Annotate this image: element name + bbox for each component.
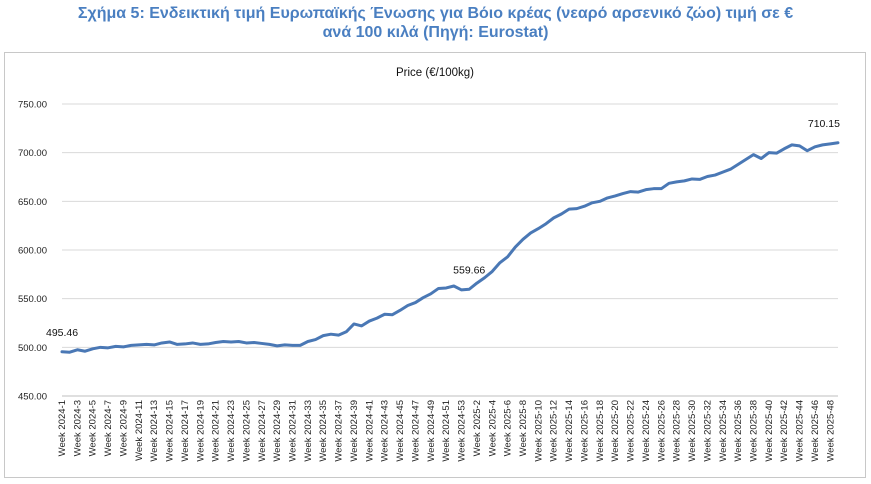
- x-tick-label: Week 2024-33: [303, 400, 314, 462]
- data-labels: 495.46 559.66 710.15: [46, 118, 840, 339]
- x-axis-ticks: Week 2024-1 Week 2024-3 Week 2024-5 Week 20…: [57, 400, 836, 462]
- y-tick-label: 550.00: [18, 294, 47, 305]
- x-tick-label: Week 2025-10: [533, 400, 544, 462]
- x-tick-label: Week 2024-15: [165, 400, 176, 462]
- x-tick-label: Week 2024-13: [149, 400, 160, 462]
- x-tick-label: Week 2024-9: [118, 400, 129, 456]
- x-tick-label: Week 2024-25: [241, 400, 252, 462]
- x-tick-label: Week 2024-27: [257, 400, 268, 462]
- x-tick-label: Week 2025-40: [764, 400, 775, 462]
- y-tick-label: 750.00: [18, 100, 47, 111]
- x-tick-label: Week 2024-51: [441, 400, 452, 462]
- x-tick-label: Week 2025-38: [748, 400, 759, 462]
- x-tick-label: Week 2025-34: [718, 400, 729, 462]
- x-tick-label: Week 2025-44: [795, 400, 806, 462]
- x-tick-label: Week 2024-45: [395, 400, 406, 462]
- x-tick-label: Week 2024-21: [211, 400, 222, 462]
- x-tick-label: Week 2025-36: [733, 400, 744, 462]
- x-tick-label: Week 2025-6: [503, 400, 514, 456]
- x-tick-label: Week 2025-2: [472, 400, 483, 456]
- x-tick-label: Week 2024-37: [334, 400, 345, 462]
- y-tick-label: 700.00: [18, 148, 47, 159]
- x-tick-label: Week 2025-18: [595, 400, 606, 462]
- x-tick-label: Week 2024-23: [226, 400, 237, 462]
- chart-frame: [4, 52, 866, 478]
- x-tick-label: Week 2025-28: [672, 400, 683, 462]
- y-tick-label: 500.00: [18, 343, 47, 354]
- x-tick-label: Week 2024-43: [380, 400, 391, 462]
- x-tick-label: Week 2025-8: [518, 400, 529, 456]
- x-tick-label: Week 2024-47: [410, 400, 421, 462]
- x-tick-label: Week 2024-35: [318, 400, 329, 462]
- x-tick-label: Week 2025-4: [487, 400, 498, 456]
- x-tick-label: Week 2024-1: [57, 400, 68, 456]
- gridlines: [62, 103, 838, 397]
- figure-title: Σχήμα 5: Ενδεικτική τιμή Ευρωπαϊκής Ένωσ…: [0, 4, 871, 42]
- figure-title-line-2: ανά 100 κιλά (Πηγή: Eurostat): [322, 24, 549, 41]
- x-tick-label: Week 2024-31: [287, 400, 298, 462]
- x-tick-label: Week 2025-30: [687, 400, 698, 462]
- x-tick-label: Week 2025-14: [564, 400, 575, 462]
- data-label: 495.46: [46, 327, 78, 339]
- x-tick-label: Week 2025-46: [810, 400, 821, 462]
- x-tick-label: Week 2024-3: [72, 400, 83, 456]
- x-tick-label: Week 2024-17: [180, 400, 191, 462]
- x-tick-label: Week 2025-26: [656, 400, 667, 462]
- x-tick-label: Week 2025-12: [549, 400, 560, 462]
- x-tick-label: Week 2024-49: [426, 400, 437, 462]
- x-tick-label: Week 2025-48: [825, 400, 836, 462]
- x-tick-label: Week 2024-7: [103, 400, 114, 456]
- y-tick-label: 650.00: [18, 197, 47, 208]
- x-tick-label: Week 2024-5: [88, 400, 99, 456]
- x-tick-label: Week 2024-29: [272, 400, 283, 462]
- series-layer: [60, 141, 840, 354]
- x-tick-label: Week 2025-22: [626, 400, 637, 462]
- x-tick-label: Week 2025-20: [610, 400, 621, 462]
- x-tick-label: Week 2024-41: [364, 400, 375, 462]
- x-tick-label: Week 2025-24: [641, 400, 652, 462]
- y-tick-label: 450.00: [18, 392, 47, 403]
- chart-title: Price (€/100kg): [396, 67, 474, 79]
- data-label: 559.66: [453, 264, 485, 276]
- x-tick-label: Week 2024-11: [134, 400, 145, 461]
- data-label: 710.15: [808, 118, 840, 130]
- figure-title-line-1: Σχήμα 5: Ενδεικτική τιμή Ευρωπαϊκής Ένωσ…: [77, 5, 794, 22]
- x-tick-label: Week 2025-42: [779, 400, 790, 462]
- series-line: [60, 141, 840, 354]
- x-tick-label: Week 2025-16: [579, 400, 590, 462]
- x-tick-label: Week 2025-32: [702, 400, 713, 462]
- y-tick-label: 600.00: [18, 246, 47, 257]
- y-axis-ticks: 450.00 500.00 550.00 600.00 650.00 700.00 750.…: [18, 100, 47, 403]
- x-tick-label: Week 2024-53: [457, 400, 468, 462]
- x-tick-label: Week 2024-39: [349, 400, 360, 462]
- x-tick-label: Week 2024-19: [195, 400, 206, 462]
